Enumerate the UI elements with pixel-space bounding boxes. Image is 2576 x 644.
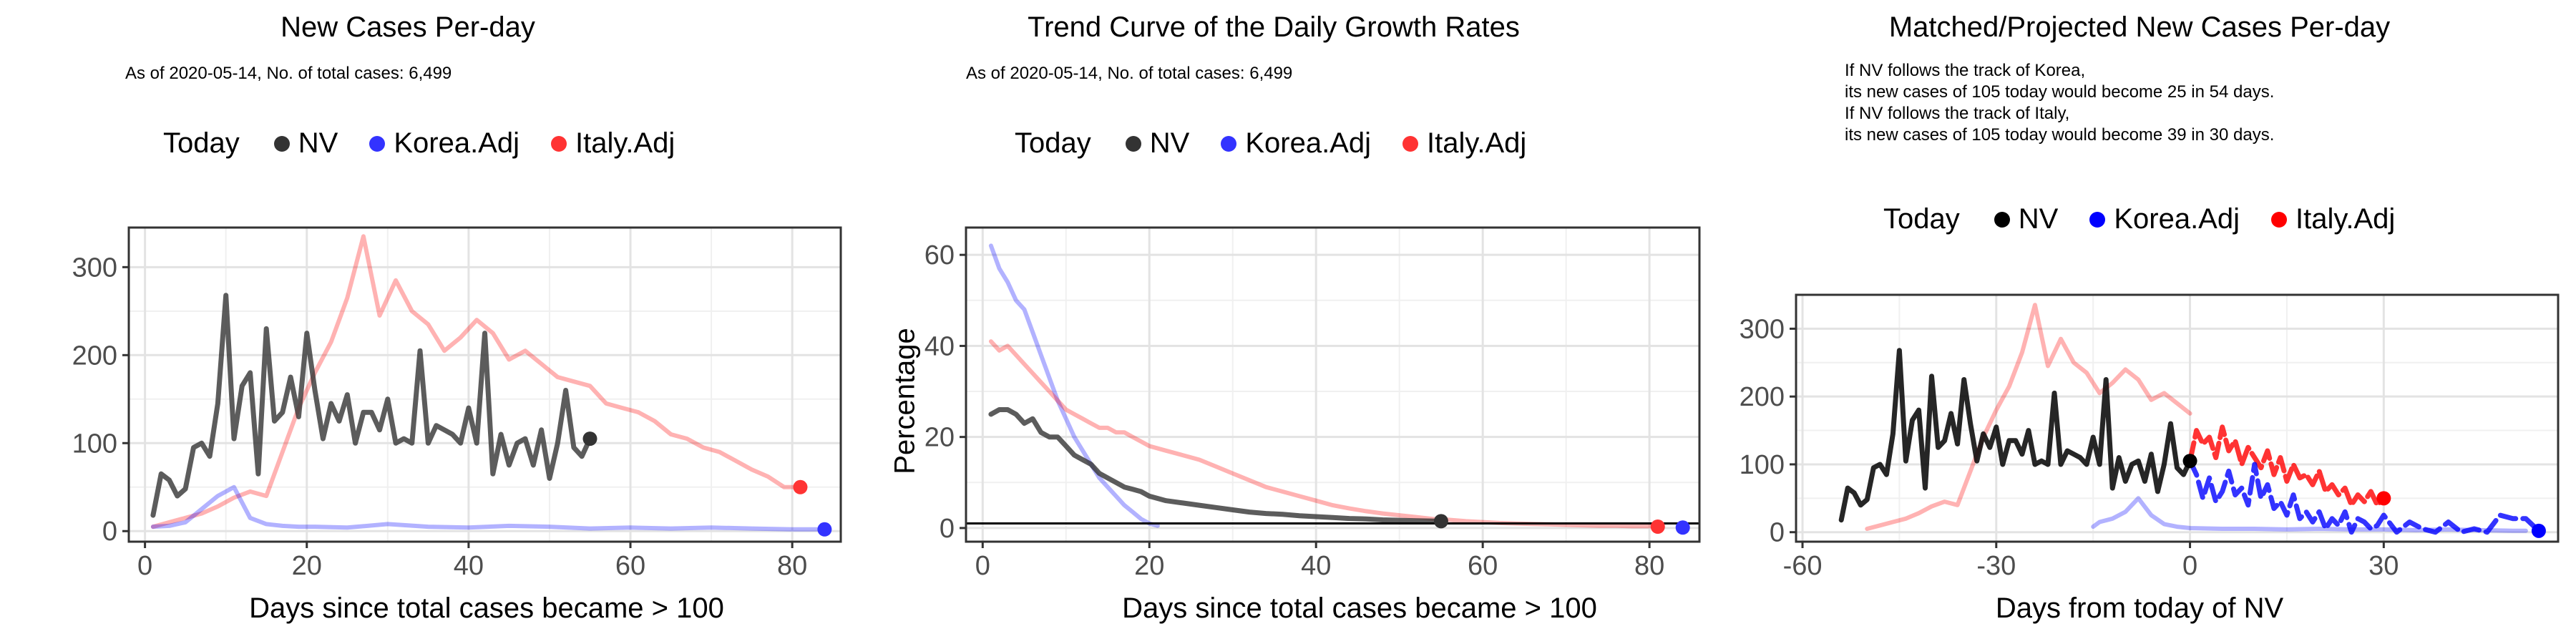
y-tick-label: 300 [72, 253, 117, 283]
x-tick-label: 60 [1468, 551, 1498, 581]
legend-key-italy [1402, 135, 1418, 152]
series-line-italy-adj-history [1865, 303, 2192, 531]
y-tick-label: 0 [940, 514, 955, 544]
y-tick-label: 300 [1740, 314, 1785, 344]
legend-key-nv [273, 135, 290, 152]
legend-label-italy: Italy.Adj [575, 127, 675, 159]
series-line-nv [1838, 348, 2193, 523]
x-tick-label: 0 [137, 551, 152, 581]
y-tick-label: 100 [1740, 450, 1785, 480]
series-line-nv [988, 407, 1444, 524]
x-tick-label: 20 [1134, 551, 1164, 581]
series-line-korea-adj [2187, 458, 2542, 535]
y-tick-label: 60 [924, 240, 955, 270]
y-tick-label: 40 [924, 331, 955, 361]
panel-projected: Matched/Projected New Cases Per-day If N… [1717, 0, 2576, 644]
legend-key-italy [551, 135, 567, 152]
endpoint-korea-adj [1675, 520, 1690, 535]
x-tick-label: 40 [1301, 551, 1331, 581]
legend-label-korea: Korea.Adj [1245, 127, 1371, 159]
x-tick-label: 0 [975, 551, 990, 581]
legend-label-italy: Italy.Adj [2296, 203, 2396, 235]
panel-growth-rates: Trend Curve of the Daily Growth Rates As… [859, 0, 1717, 644]
legend-key-nv [1125, 135, 1141, 152]
subtitle-line-3: If NV follows the track of Italy, [1845, 104, 2070, 123]
subtitle-line-1: If NV follows the track of Korea, [1845, 61, 2086, 80]
x-axis-label: Days since total cases became > 100 [1122, 592, 1597, 624]
x-axis-label: Days since total cases became > 100 [249, 592, 724, 624]
y-axis-label: Percentage [889, 328, 921, 474]
y-tick-label: 0 [1770, 518, 1785, 548]
series-line-nv [150, 293, 592, 518]
endpoint-korea-adj [817, 522, 832, 537]
y-tick-label: 20 [924, 423, 955, 453]
legend: Today NV Korea.Adj Italy.Adj [1015, 127, 1541, 160]
series-line-italy-adj [2187, 424, 2386, 508]
x-tick-label: -60 [1783, 551, 1823, 581]
legend-title: Today [1883, 203, 1960, 235]
legend-key-korea [2089, 211, 2106, 228]
series-line-korea-adj [988, 243, 1160, 528]
series-line-korea-adj-history [2091, 496, 2528, 533]
chart-growth-rates: 0 20 40 60 80 0 20 40 60 [924, 226, 1701, 581]
legend-key-korea [369, 135, 386, 152]
plot-border [965, 226, 1701, 543]
x-tick-label: 80 [777, 551, 807, 581]
y-tick-label: 200 [1740, 382, 1785, 412]
plot-border [1795, 293, 2560, 543]
x-tick-label: 30 [2368, 551, 2399, 581]
legend-title: Today [1015, 127, 1091, 159]
chart-subtitle: As of 2020-05-14, No. of total cases: 6,… [966, 64, 1293, 83]
x-tick-label: 80 [1634, 551, 1664, 581]
chart-title: New Cases Per-day [280, 11, 535, 43]
endpoint-korea-adj [2531, 523, 2546, 538]
legend-label-nv: NV [1149, 127, 1190, 159]
plot-border [127, 226, 842, 543]
legend: Today NV Korea.Adj Italy.Adj [163, 127, 689, 160]
x-axis-label: Days from today of NV [1995, 592, 2284, 624]
y-tick-label: 0 [102, 517, 117, 547]
y-tick-label: 200 [72, 341, 117, 371]
legend-label-nv: NV [2018, 203, 2059, 235]
endpoint-italy-adj [1650, 519, 1665, 535]
chart-title: Trend Curve of the Daily Growth Rates [1028, 11, 1520, 43]
panel-new-cases: New Cases Per-day As of 2020-05-14, No. … [0, 0, 859, 644]
series-line-korea-adj [150, 484, 827, 532]
legend-key-korea [1221, 135, 1237, 152]
x-tick-label: 60 [615, 551, 645, 581]
legend-title: Today [163, 127, 240, 159]
endpoint-italy-adj [2376, 491, 2391, 506]
legend-key-nv [1994, 211, 2010, 228]
subtitle-line-4: its new cases of 105 today would become … [1845, 125, 2275, 145]
legend-label-italy: Italy.Adj [1427, 127, 1527, 159]
legend-label-korea: Korea.Adj [2114, 203, 2240, 235]
x-tick-label: 40 [454, 551, 484, 581]
legend: Today NV Korea.Adj Italy.Adj [1883, 203, 2409, 235]
chart-title: Matched/Projected New Cases Per-day [1888, 11, 2391, 43]
legend-key-italy [2271, 211, 2287, 228]
endpoint-italy-adj [793, 479, 808, 494]
series-line-italy-adj [988, 339, 1660, 529]
x-tick-label: -30 [1976, 551, 2016, 581]
chart-subtitle: As of 2020-05-14, No. of total cases: 6,… [125, 64, 452, 83]
legend-label-korea: Korea.Adj [394, 127, 519, 159]
endpoint-nv [582, 431, 597, 447]
endpoint-nv [1433, 514, 1448, 529]
y-tick-label: 100 [72, 429, 117, 459]
x-tick-label: 0 [2182, 551, 2197, 581]
series-line-italy-adj [150, 234, 803, 530]
chart-new-cases: 0 20 40 60 80 0 100 200 300 [72, 226, 842, 581]
endpoint-nv [2182, 454, 2197, 469]
subtitle-line-2: its new cases of 105 today would become … [1845, 82, 2275, 102]
legend-label-nv: NV [298, 127, 338, 159]
x-tick-label: 20 [292, 551, 322, 581]
